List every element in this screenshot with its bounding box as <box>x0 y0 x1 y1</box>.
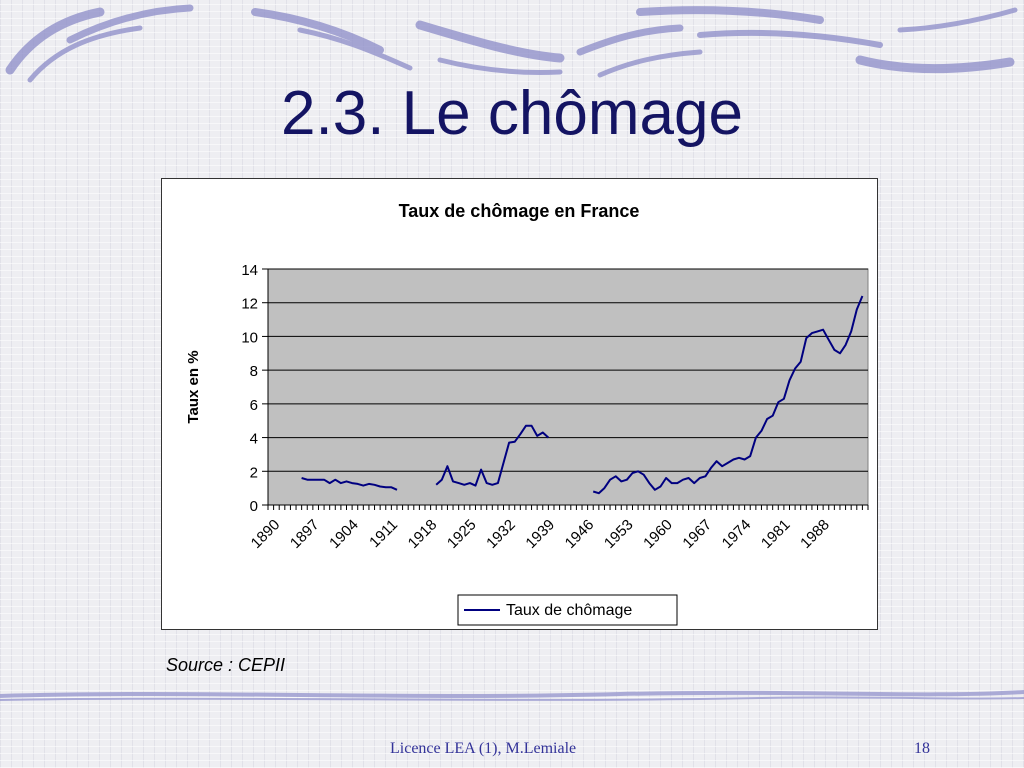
y-tick-label: 2 <box>250 464 258 481</box>
y-tick-label: 8 <box>250 363 258 380</box>
x-tick-label: 1988 <box>797 516 833 552</box>
y-tick-label: 14 <box>241 262 258 279</box>
x-tick-label: 1946 <box>562 516 598 552</box>
x-tick-label: 1953 <box>601 516 637 552</box>
x-tick-label: 1890 <box>248 516 284 552</box>
chart-title: Taux de chômage en France <box>399 201 640 221</box>
slide-title: 2.3. Le chômage <box>281 79 743 148</box>
y-tick-label: 4 <box>250 431 258 448</box>
x-tick-label: 1932 <box>483 516 519 552</box>
x-tick-label: 1925 <box>444 516 480 552</box>
x-tick-label: 1974 <box>719 516 755 552</box>
series-line-segment <box>301 477 398 491</box>
y-tick-label: 0 <box>250 498 258 515</box>
x-tick-label: 1904 <box>326 516 362 552</box>
source-note: Source : CEPII <box>166 655 286 675</box>
x-tick-label: 1981 <box>758 516 794 552</box>
y-tick-label: 6 <box>250 397 258 414</box>
y-axis-label: Taux en % <box>185 350 202 423</box>
plot-area <box>267 268 869 506</box>
chart-frame: Taux de chômage en France 0 2 4 6 8 10 12 14 1890… <box>161 178 878 630</box>
unemployment-line-chart: Taux de chômage en France 0 2 4 6 8 10 12 14 1890… <box>185 201 869 626</box>
page-number: 18 <box>914 740 930 757</box>
x-tick-label: 1967 <box>679 516 715 552</box>
x-tick-label: 1960 <box>640 516 676 552</box>
x-tick-label: 1918 <box>405 516 441 552</box>
x-tick-label: 1911 <box>366 516 401 551</box>
series-line-segment <box>592 295 864 495</box>
decorative-divider <box>0 690 1024 701</box>
x-tick-label: 1939 <box>522 516 558 552</box>
legend-label: Taux de chômage <box>506 602 632 619</box>
decorative-swirl-banner <box>5 4 1018 83</box>
y-tick-label: 10 <box>241 329 258 346</box>
y-tick-label: 12 <box>241 296 258 313</box>
series-line-segment <box>435 424 550 487</box>
x-tick-label: 1897 <box>287 516 323 552</box>
footer-text: Licence LEA (1), M.Lemiale <box>390 740 577 757</box>
